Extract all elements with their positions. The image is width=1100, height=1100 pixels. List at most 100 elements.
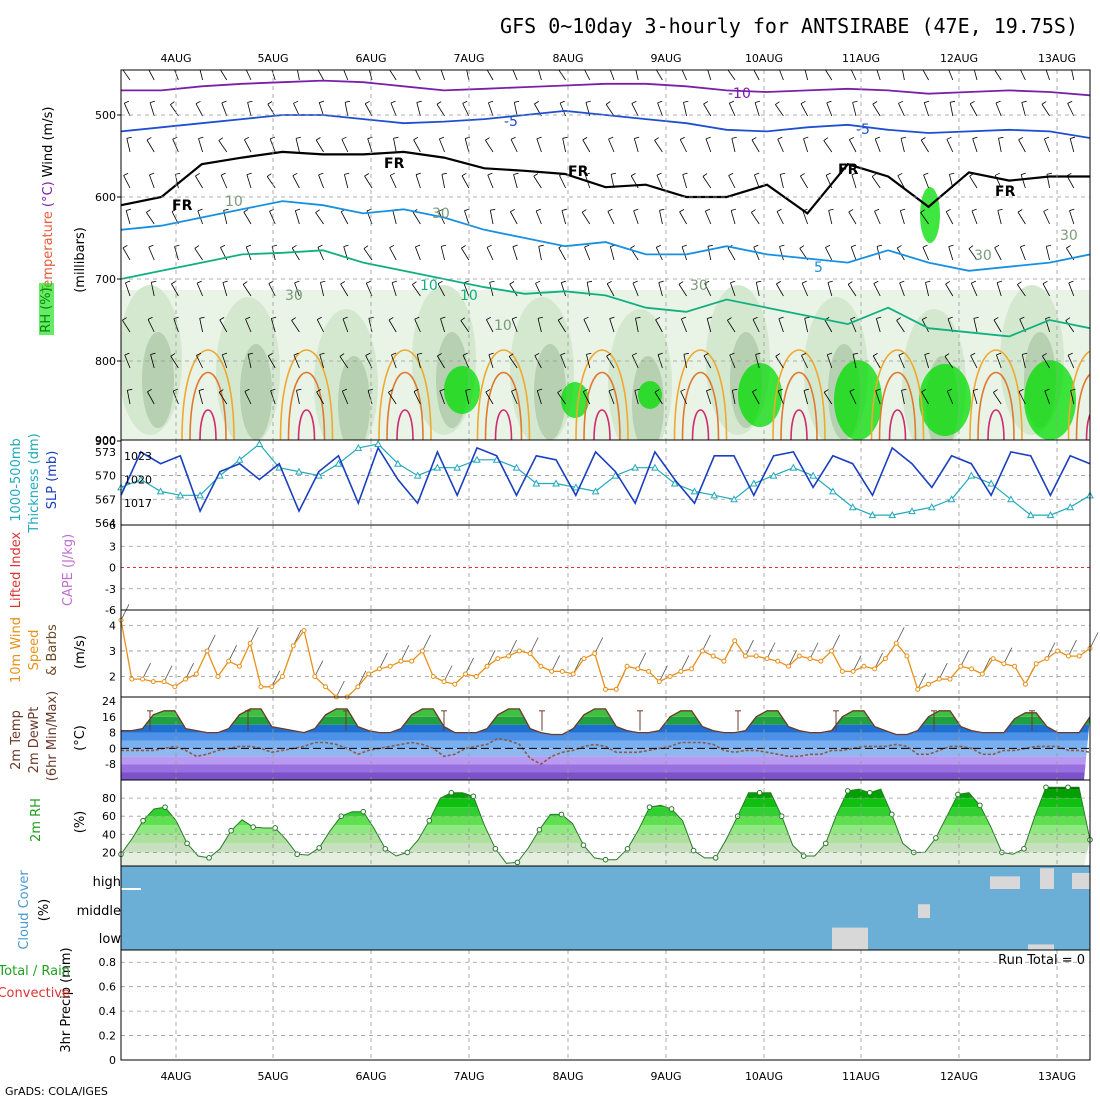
wind-barb [874, 211, 881, 225]
wind10m-panel: 4 3 2 [109, 604, 1099, 700]
wind-barb-flag [316, 389, 322, 393]
wind-barb-flag [151, 280, 157, 283]
wind-barb-flag [947, 388, 953, 392]
wind-speed-point [549, 668, 555, 674]
wind-barb [654, 391, 663, 405]
bottom-date-label: 5AUG [257, 1070, 288, 1083]
wind-barb-flag [414, 316, 420, 320]
wind-barb [534, 355, 542, 369]
wind-speed-point [861, 663, 867, 669]
wind-barb [368, 318, 373, 333]
wind-barb [682, 174, 687, 189]
wind-barb-flag [317, 65, 321, 67]
rh-point [624, 846, 631, 852]
wind-barb-flag [609, 65, 614, 67]
wind-barb [779, 70, 784, 81]
contour-label: 10 [420, 278, 438, 294]
warm-isotherm-loop [673, 349, 728, 440]
y-axis-label-part: (6hr Min/Max) [45, 691, 60, 781]
wind-barb [637, 652, 647, 670]
wind-barb-flag [704, 280, 710, 284]
wind-barb [801, 282, 808, 297]
wind-speed-point [839, 668, 845, 674]
thickness-point [196, 491, 204, 499]
wind-barb [635, 318, 639, 333]
wind-barb [1045, 246, 1050, 261]
wind-barb-flag [295, 136, 301, 139]
top-date-label: 12AUG [940, 52, 978, 65]
wind-barb [922, 247, 929, 261]
thickness-point [394, 459, 402, 467]
wind-speed-point [204, 648, 210, 654]
wind-barb [1067, 103, 1075, 117]
wind-barb [609, 70, 615, 81]
wind-barb [486, 247, 494, 261]
wind-barb [392, 210, 397, 225]
rh-point [977, 802, 983, 809]
wind-barb [559, 102, 566, 117]
wind-barb [584, 246, 591, 261]
wind-barb-flag [173, 65, 178, 67]
wind-barb-flag [707, 316, 713, 319]
y-axis-label-part: 2m DewPt [27, 707, 42, 774]
wind-speed-point [172, 684, 178, 690]
wind-barb-flag [342, 388, 348, 392]
wind-barb-flag [437, 353, 442, 357]
wind-barb [148, 246, 155, 261]
wind-speed-point [495, 656, 501, 662]
wind-barb-flag [368, 65, 373, 66]
wind-speed-point [678, 668, 684, 674]
wind-barb-flag [536, 208, 541, 212]
wind-speed-point [441, 679, 447, 685]
wind-barb-flag [466, 65, 471, 66]
wind-barb [972, 390, 978, 405]
temp-band [121, 740, 1090, 749]
wind-barb [163, 665, 173, 682]
wind-barb [633, 138, 639, 153]
wind-barb [342, 318, 349, 333]
wind-barb [730, 282, 736, 297]
wind-barb [704, 210, 712, 225]
wind-barb [293, 354, 300, 369]
rh-legend-swatch [39, 283, 54, 335]
wind-barb-flag [534, 352, 540, 356]
wind-speed-point [699, 648, 705, 654]
wind-barb-flag [900, 136, 906, 139]
wind-barb [1041, 104, 1050, 117]
wind-barb [462, 355, 470, 369]
rh-tick-label: 20 [102, 846, 116, 859]
wind-tick-label: 4 [109, 619, 116, 632]
wind-speed-point [280, 674, 285, 680]
wind-barb [680, 655, 690, 672]
wind-barb [731, 138, 736, 153]
cloud-middle-bar [918, 904, 930, 918]
wind-barb-flag [364, 173, 370, 177]
thickness-point [512, 463, 521, 471]
rh-shade-green [919, 364, 971, 436]
wind-barb-flag [367, 136, 373, 140]
wind-barb-flag [343, 244, 349, 247]
wind-barb-flag [705, 208, 711, 212]
wind-barb [925, 282, 929, 297]
wind-barb-flag [678, 281, 684, 285]
wind-barb-flag [341, 136, 347, 140]
wind-barb-flag [343, 65, 348, 67]
wind-barb [220, 175, 228, 189]
wind-speed-point [473, 674, 479, 680]
wind-barb [779, 246, 784, 261]
thickness-point [730, 495, 738, 503]
wind-barb [897, 175, 905, 189]
wind-barb-flag [1045, 65, 1050, 67]
wind-barb-flag [537, 388, 543, 391]
wind-barb-flag [441, 244, 447, 247]
wind-barb [728, 103, 736, 117]
wind-barb-flag [512, 244, 518, 248]
wind-barb [945, 211, 954, 225]
contour-label: 30 [1060, 228, 1078, 244]
rh-point [404, 849, 411, 856]
wind-barb [1069, 210, 1075, 225]
rh-point [470, 793, 477, 800]
wind-speed-point [721, 658, 727, 664]
wind-barb [486, 70, 494, 81]
wind-barb [873, 283, 881, 297]
